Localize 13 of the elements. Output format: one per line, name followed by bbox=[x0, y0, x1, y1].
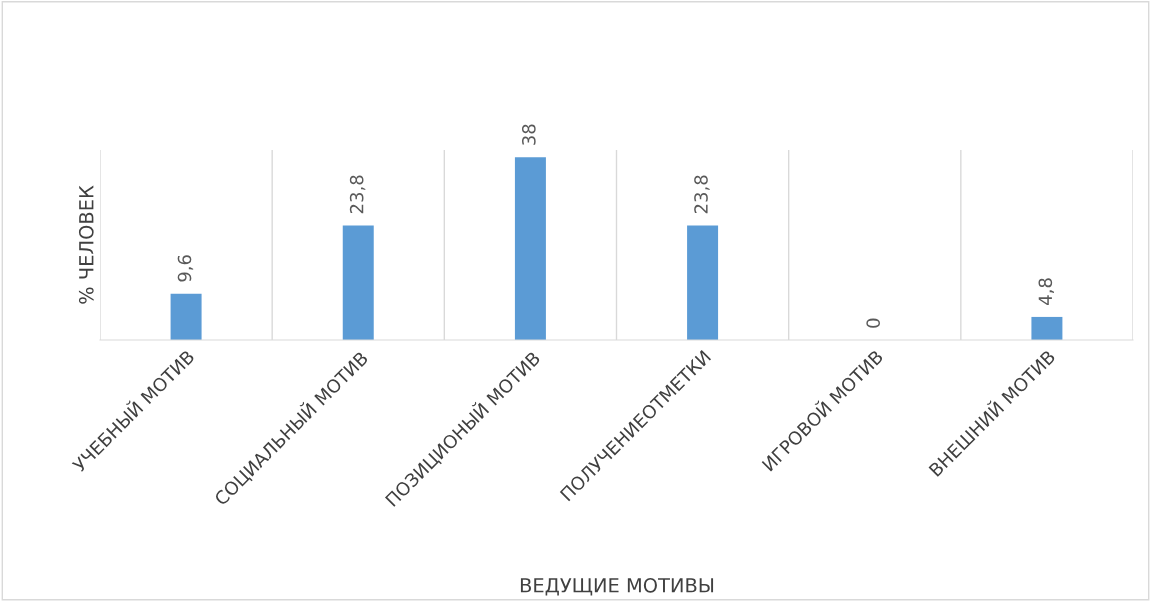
bar bbox=[687, 225, 719, 340]
data-label: 23,8 bbox=[349, 175, 366, 214]
y-axis-title: % ЧЕЛОВЕК bbox=[78, 185, 94, 304]
bar bbox=[1031, 316, 1063, 340]
bar bbox=[514, 157, 546, 340]
bar bbox=[170, 293, 202, 340]
data-label: 0 bbox=[866, 318, 880, 328]
bar bbox=[342, 225, 374, 340]
data-label: 9,6 bbox=[177, 255, 194, 282]
data-label: 38 bbox=[522, 124, 536, 145]
data-label: 4,8 bbox=[1038, 278, 1054, 305]
x-axis-title: ВЕДУЩИЕ МОТИВЫ bbox=[520, 577, 714, 596]
data-label: 23,8 bbox=[694, 175, 710, 214]
